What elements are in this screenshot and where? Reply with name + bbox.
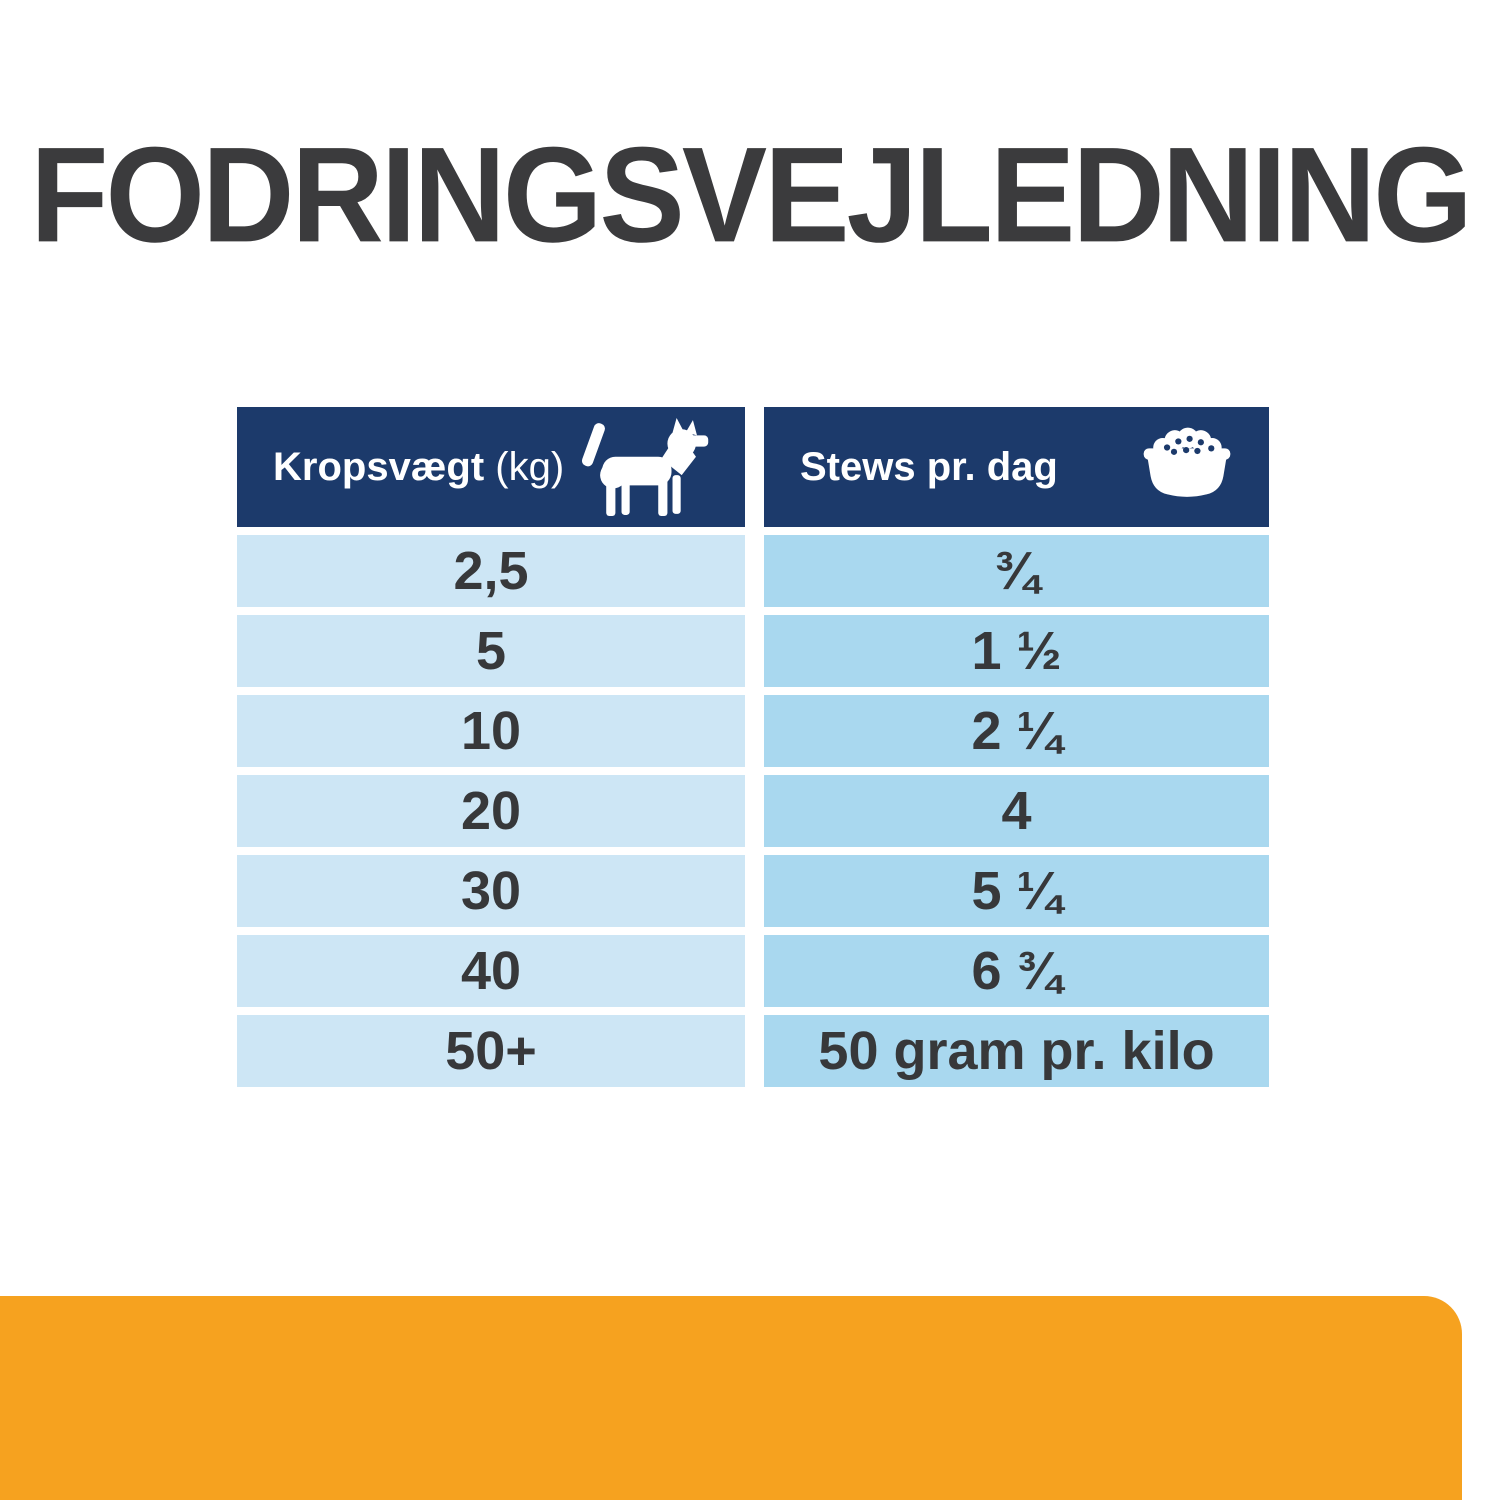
weight-cell: 2,5 — [237, 535, 745, 607]
header-body-weight: Kropsvægt (kg) — [237, 407, 745, 527]
amount-cell: ¾ — [764, 535, 1269, 607]
weight-cell: 30 — [237, 855, 745, 927]
amount-cell: 1 ½ — [764, 615, 1269, 687]
amount-cell: 5 ¼ — [764, 855, 1269, 927]
feeding-table: Kropsvægt (kg) Stew — [237, 407, 1269, 1087]
dog-icon — [581, 418, 709, 516]
amount-cell: 6 ¾ — [764, 935, 1269, 1007]
weight-cell: 10 — [237, 695, 745, 767]
weight-cell: 5 — [237, 615, 745, 687]
header-stews-per-day-label: Stews pr. dag — [800, 444, 1058, 489]
food-bowl-icon — [1143, 427, 1231, 497]
amount-cell: 4 — [764, 775, 1269, 847]
header-body-weight-label: Kropsvægt (kg) — [273, 444, 565, 489]
weight-cell: 50+ — [237, 1015, 745, 1087]
page-title: FODRINGSVEJLEDNING — [30, 119, 1473, 272]
amount-cell: 2 ¼ — [764, 695, 1269, 767]
header-stews-per-day: Stews pr. dag — [764, 407, 1269, 527]
weight-cell: 20 — [237, 775, 745, 847]
amount-cell: 50 gram pr. kilo — [764, 1015, 1269, 1087]
weight-cell: 40 — [237, 935, 745, 1007]
brand-footer-band — [0, 1296, 1462, 1500]
